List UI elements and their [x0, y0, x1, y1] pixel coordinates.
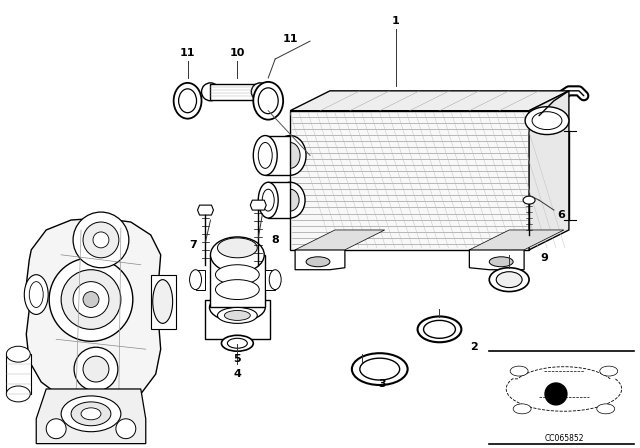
Ellipse shape — [280, 142, 300, 168]
Text: 3: 3 — [378, 379, 385, 389]
Text: CC065852: CC065852 — [544, 434, 584, 443]
Polygon shape — [469, 230, 564, 250]
Text: 5: 5 — [234, 354, 241, 364]
Polygon shape — [151, 275, 175, 329]
Text: 4: 4 — [234, 369, 241, 379]
Ellipse shape — [83, 356, 109, 382]
Ellipse shape — [173, 83, 202, 119]
Ellipse shape — [600, 366, 618, 376]
Ellipse shape — [216, 265, 259, 284]
Polygon shape — [36, 389, 146, 444]
Text: 6: 6 — [557, 210, 565, 220]
Polygon shape — [268, 182, 290, 218]
Polygon shape — [529, 91, 569, 250]
Ellipse shape — [510, 366, 528, 376]
Text: 8: 8 — [271, 235, 279, 245]
Ellipse shape — [259, 88, 278, 114]
Ellipse shape — [6, 346, 30, 362]
Ellipse shape — [253, 136, 277, 175]
Ellipse shape — [306, 257, 330, 267]
Ellipse shape — [73, 212, 129, 268]
Ellipse shape — [532, 112, 562, 129]
Ellipse shape — [61, 396, 121, 432]
Ellipse shape — [179, 89, 196, 113]
Ellipse shape — [73, 282, 109, 318]
Ellipse shape — [489, 268, 529, 292]
Polygon shape — [26, 218, 161, 404]
Ellipse shape — [352, 353, 408, 385]
Ellipse shape — [262, 189, 274, 211]
Ellipse shape — [218, 307, 257, 323]
Text: 11: 11 — [180, 48, 195, 58]
Ellipse shape — [46, 419, 66, 439]
Ellipse shape — [281, 189, 299, 211]
Ellipse shape — [259, 142, 272, 168]
Polygon shape — [290, 111, 529, 250]
Ellipse shape — [93, 232, 109, 248]
Ellipse shape — [24, 275, 48, 314]
Ellipse shape — [74, 347, 118, 391]
Polygon shape — [198, 205, 214, 215]
Polygon shape — [469, 250, 524, 270]
Text: 7: 7 — [189, 240, 197, 250]
Circle shape — [545, 383, 567, 405]
Ellipse shape — [211, 237, 264, 273]
Polygon shape — [6, 354, 31, 394]
Polygon shape — [290, 91, 569, 111]
Ellipse shape — [227, 338, 247, 348]
Ellipse shape — [360, 358, 399, 380]
Ellipse shape — [221, 335, 253, 351]
Ellipse shape — [61, 270, 121, 329]
Ellipse shape — [252, 83, 269, 101]
Ellipse shape — [269, 270, 281, 289]
Ellipse shape — [202, 83, 220, 101]
Text: 11: 11 — [282, 34, 298, 44]
Polygon shape — [250, 200, 266, 210]
Text: 9: 9 — [540, 253, 548, 263]
Ellipse shape — [189, 270, 202, 289]
Ellipse shape — [496, 271, 522, 288]
Ellipse shape — [513, 404, 531, 414]
Ellipse shape — [253, 82, 283, 120]
Ellipse shape — [83, 222, 119, 258]
Ellipse shape — [523, 196, 535, 204]
Ellipse shape — [116, 419, 136, 439]
Polygon shape — [295, 250, 345, 270]
Ellipse shape — [71, 402, 111, 426]
Polygon shape — [265, 136, 290, 175]
Ellipse shape — [275, 182, 305, 218]
Polygon shape — [265, 270, 275, 289]
Ellipse shape — [6, 386, 30, 402]
Ellipse shape — [259, 182, 278, 218]
Bar — [211, 84, 260, 100]
Polygon shape — [205, 300, 270, 339]
Ellipse shape — [29, 282, 44, 307]
Ellipse shape — [49, 258, 133, 341]
Ellipse shape — [153, 280, 173, 323]
Polygon shape — [196, 270, 205, 289]
Ellipse shape — [225, 310, 250, 320]
Polygon shape — [211, 255, 265, 307]
Ellipse shape — [216, 280, 259, 300]
Ellipse shape — [525, 107, 569, 134]
Ellipse shape — [417, 316, 461, 342]
Text: 10: 10 — [230, 48, 245, 58]
Ellipse shape — [489, 257, 513, 267]
Ellipse shape — [209, 293, 265, 321]
Text: 1: 1 — [392, 16, 399, 26]
Polygon shape — [295, 230, 385, 250]
Ellipse shape — [81, 408, 101, 420]
Text: 2: 2 — [470, 342, 478, 352]
Ellipse shape — [596, 404, 614, 414]
Ellipse shape — [274, 136, 306, 175]
Ellipse shape — [424, 320, 456, 338]
Ellipse shape — [83, 292, 99, 307]
Ellipse shape — [218, 238, 257, 258]
